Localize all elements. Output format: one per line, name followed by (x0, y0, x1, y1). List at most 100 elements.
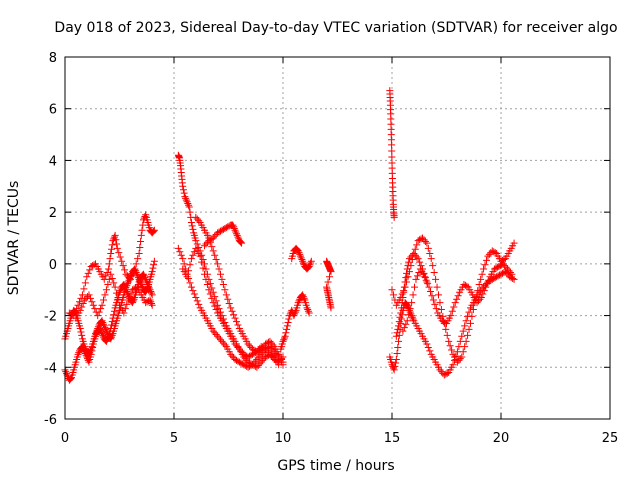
data-point (174, 244, 182, 252)
data-point (448, 307, 456, 315)
data-point (110, 307, 118, 315)
data-point (509, 275, 517, 283)
data-point (447, 312, 455, 320)
data-point (234, 233, 242, 241)
data-point (109, 237, 117, 245)
data-point (125, 274, 133, 282)
data-point (399, 293, 407, 301)
data-point (234, 321, 242, 329)
data-point (206, 290, 214, 298)
data-point (251, 357, 259, 365)
data-point (394, 325, 402, 333)
data-point (285, 315, 293, 323)
data-point (192, 237, 200, 245)
data-point (74, 301, 82, 309)
data-point (215, 265, 223, 273)
data-point (193, 215, 201, 223)
data-point (116, 253, 124, 261)
data-point (403, 317, 411, 325)
data-point (187, 283, 195, 291)
data-point (397, 309, 405, 317)
data-point (78, 303, 86, 311)
data-point (462, 337, 470, 345)
data-point (291, 310, 299, 318)
data-point (474, 297, 482, 305)
x-tick-label: 10 (275, 431, 292, 446)
data-point (211, 251, 219, 259)
data-point (219, 225, 227, 233)
data-point (405, 306, 413, 314)
data-point (479, 290, 487, 298)
data-point (146, 286, 154, 294)
data-point (218, 226, 226, 234)
data-point (324, 278, 332, 286)
data-point (105, 265, 113, 273)
data-point (195, 300, 203, 308)
data-point (296, 250, 304, 258)
data-point (442, 325, 450, 333)
data-point (135, 250, 143, 258)
data-point (182, 194, 190, 202)
data-point (449, 361, 457, 369)
data-point (137, 231, 145, 239)
data-point (442, 370, 450, 378)
data-point (120, 281, 128, 289)
data-point (185, 267, 193, 275)
x-tick-label: 5 (170, 431, 178, 446)
data-point (147, 298, 155, 306)
data-point (81, 296, 89, 304)
data-point (484, 252, 492, 260)
data-point (62, 369, 70, 377)
data-point (481, 261, 489, 269)
data-point (440, 318, 448, 326)
data-point (78, 343, 86, 351)
data-point (215, 228, 223, 236)
data-point (419, 265, 427, 273)
data-point (496, 271, 504, 279)
data-point (227, 304, 235, 312)
data-point (238, 239, 246, 247)
data-point (130, 295, 138, 303)
data-point (417, 262, 425, 270)
data-point (99, 331, 107, 339)
data-point (124, 296, 132, 304)
data-point (111, 283, 119, 291)
data-point (232, 230, 240, 238)
data-point (497, 270, 505, 278)
data-point (492, 264, 500, 272)
data-point (304, 307, 312, 315)
data-point (78, 331, 86, 339)
series-track-m-spike (386, 87, 398, 221)
data-point (421, 237, 429, 245)
x-axis-label: GPS time / hours (277, 458, 394, 474)
data-point (188, 222, 196, 230)
data-point (398, 299, 406, 307)
data-point (103, 336, 111, 344)
data-point (108, 275, 116, 283)
data-point (136, 276, 144, 284)
data-point (460, 281, 468, 289)
data-point (149, 228, 157, 236)
data-point (217, 270, 225, 278)
data-point (250, 359, 258, 367)
data-point (228, 307, 236, 315)
data-point (78, 291, 86, 299)
data-point (211, 302, 219, 310)
data-point (111, 231, 119, 239)
data-point (180, 189, 188, 197)
data-point (510, 239, 518, 247)
data-point (224, 295, 232, 303)
data-point (495, 262, 503, 270)
data-point (150, 227, 158, 235)
data-point (98, 317, 106, 325)
data-point (403, 265, 411, 273)
data-point (113, 289, 121, 297)
data-point (112, 236, 120, 244)
data-point (214, 332, 222, 340)
data-point (179, 255, 187, 263)
data-point (190, 290, 198, 298)
data-point (123, 287, 131, 295)
data-point (437, 368, 445, 376)
data-point (136, 243, 144, 251)
data-point (473, 299, 481, 307)
